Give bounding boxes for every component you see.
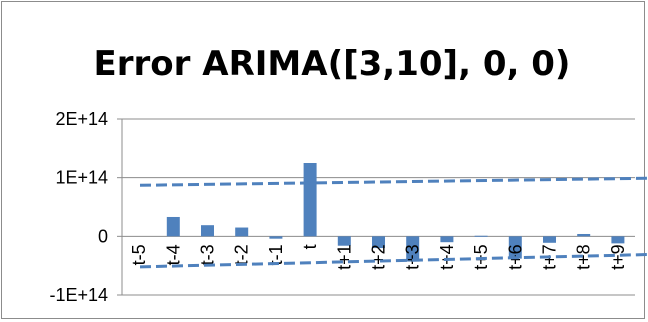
x-tick-label: t-2 bbox=[232, 244, 252, 265]
x-tick-label: t+2 bbox=[369, 244, 389, 270]
bar bbox=[337, 236, 351, 246]
x-tick-label: t+3 bbox=[403, 244, 423, 270]
dashed-trendline bbox=[139, 253, 648, 269]
x-tick-label: t+9 bbox=[608, 244, 628, 270]
y-tick-label: 2E+14 bbox=[55, 109, 108, 129]
x-tick-label: t-4 bbox=[163, 244, 183, 265]
bar bbox=[611, 236, 625, 244]
bar bbox=[508, 236, 522, 259]
bar bbox=[406, 236, 420, 262]
x-tick-label: t-5 bbox=[129, 244, 149, 265]
x-tick-labels: t-5t-4t-3t-2t-1tt+1t+2t+3t+4t+5t+6t+7t+8… bbox=[129, 244, 628, 270]
bar bbox=[269, 236, 283, 239]
dashed-trendline bbox=[139, 176, 648, 187]
x-tick-label: t+1 bbox=[334, 244, 354, 270]
bar bbox=[235, 227, 249, 237]
y-tick-label: 0 bbox=[98, 226, 108, 246]
x-tick-label: t-3 bbox=[198, 244, 218, 265]
bar bbox=[201, 225, 214, 237]
bars bbox=[166, 163, 625, 262]
y-tick-labels: -1E+14 0 1E+14 2E+14 bbox=[49, 109, 108, 305]
x-tick-label: t-1 bbox=[266, 244, 286, 265]
y-tick-label: 1E+14 bbox=[55, 168, 108, 188]
bar bbox=[577, 233, 591, 237]
x-tick-label: t bbox=[300, 244, 320, 249]
chart-title: Error ARIMA([3,10], 0, 0) bbox=[94, 44, 571, 84]
bar bbox=[440, 236, 454, 243]
bar bbox=[372, 236, 385, 249]
bar bbox=[474, 235, 488, 237]
bar bbox=[303, 163, 317, 237]
x-tick-label: t+8 bbox=[574, 244, 594, 270]
trendlines bbox=[139, 176, 648, 269]
bar bbox=[543, 236, 556, 243]
x-tick-label: t+4 bbox=[437, 244, 457, 270]
y-tick-label: -1E+14 bbox=[49, 285, 108, 305]
bar bbox=[166, 216, 180, 237]
